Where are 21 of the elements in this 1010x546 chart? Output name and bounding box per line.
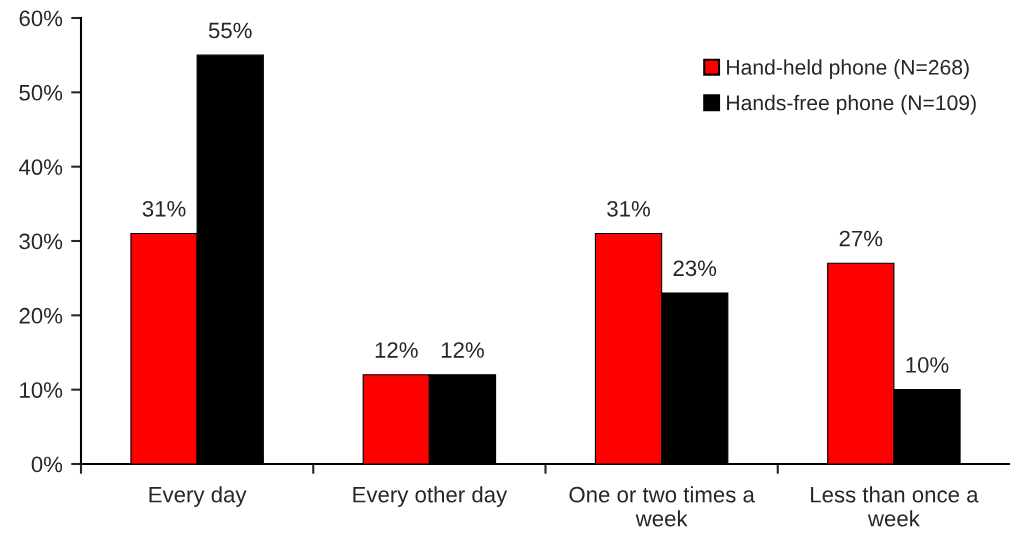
data-label: 23%: [673, 260, 717, 277]
legend-label: Hand-held phone (N=268): [727, 59, 969, 79]
x-tick-label: Less than once a week: [811, 486, 979, 527]
y-tick-label: 50%: [19, 84, 63, 101]
y-tick-label: 0%: [31, 456, 63, 473]
data-label: 31%: [142, 200, 186, 217]
x-tick-label: One or two times a week: [569, 486, 755, 527]
data-label: 12%: [441, 342, 484, 358]
y-tick-label: 10%: [20, 382, 63, 398]
y-tick-label: 20%: [19, 307, 63, 324]
data-label: 10%: [906, 357, 949, 373]
data-label: 27%: [839, 230, 883, 247]
y-tick-label: 30%: [19, 233, 63, 250]
data-label: 12%: [375, 342, 418, 358]
data-label: 55%: [208, 22, 252, 39]
y-tick-label: 60%: [19, 10, 63, 27]
data-label: 31%: [607, 200, 650, 217]
y-tick-label: 40%: [18, 159, 63, 175]
x-tick-label: Every other day: [353, 486, 508, 507]
x-tick-label: Every day: [149, 486, 247, 507]
legend-label: Hands-free phone (N=109): [727, 94, 976, 115]
